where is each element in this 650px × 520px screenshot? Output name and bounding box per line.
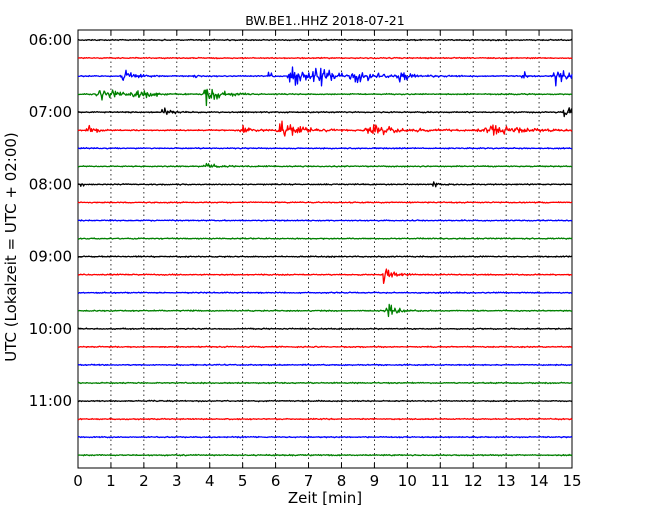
seismogram-trace xyxy=(77,268,573,284)
x-ticks: 0 1 2 3 4 5 6 7 8 9 10 11 12 13 14 15 xyxy=(73,30,582,490)
x-tick-label: 6 xyxy=(271,472,281,490)
y-tick-label: 10:00 xyxy=(29,320,72,338)
x-tick-label: 12 xyxy=(464,472,483,490)
plot-frame xyxy=(77,29,573,469)
chart-title: BW.BE1..HHZ 2018-07-21 xyxy=(245,13,404,28)
x-tick-label: 7 xyxy=(304,472,314,490)
seismogram-trace xyxy=(77,107,573,118)
x-tick-label: 5 xyxy=(238,472,248,490)
seismogram-trace xyxy=(77,327,573,331)
seismogram-trace xyxy=(77,255,573,258)
y-tick-label: 07:00 xyxy=(29,103,72,121)
x-tick-label: 0 xyxy=(73,472,83,490)
seismogram-trace xyxy=(77,201,573,204)
x-tick-label: 13 xyxy=(497,472,516,490)
seismogram-trace xyxy=(77,88,573,107)
seismogram-trace xyxy=(77,453,573,457)
x-tick-label: 14 xyxy=(530,472,549,490)
x-tick-label: 9 xyxy=(370,472,380,490)
x-tick-label: 1 xyxy=(106,472,116,490)
seismogram-trace xyxy=(78,303,573,318)
seismogram-trace xyxy=(77,237,573,240)
traces-group xyxy=(77,38,573,457)
seismogram-trace xyxy=(77,363,573,367)
seismogram-trace xyxy=(77,219,573,222)
grid-lines xyxy=(110,30,540,468)
seismogram-trace xyxy=(77,162,572,168)
x-tick-label: 10 xyxy=(398,472,417,490)
seismogram-trace xyxy=(77,417,573,421)
seismogram-trace xyxy=(77,120,573,137)
y-axis-label: UTC (Lokalzeit = UTC + 02:00) xyxy=(2,132,20,362)
y-tick-label: 06:00 xyxy=(29,31,72,49)
x-tick-label: 8 xyxy=(337,472,347,490)
x-tick-label: 15 xyxy=(562,472,581,490)
x-tick-label: 3 xyxy=(172,472,182,490)
y-ticks: 06:00 07:00 08:00 09:00 10:00 11:00 xyxy=(29,31,572,410)
x-tick-label: 4 xyxy=(205,472,215,490)
y-tick-label: 09:00 xyxy=(29,248,72,266)
y-tick-label: 11:00 xyxy=(29,392,72,410)
seismogram-trace xyxy=(77,435,573,439)
seismogram-trace xyxy=(77,345,573,349)
seismogram-trace xyxy=(77,291,573,295)
seismogram-trace xyxy=(77,38,572,42)
x-axis-label: Zeit [min] xyxy=(288,489,362,507)
y-tick-label: 08:00 xyxy=(29,175,72,193)
x-tick-label: 2 xyxy=(139,472,149,490)
seismogram-trace xyxy=(78,56,573,60)
seismogram-trace xyxy=(77,399,573,403)
seismogram-trace xyxy=(77,146,573,150)
x-tick-label: 11 xyxy=(431,472,450,490)
seismogram-trace xyxy=(77,66,573,87)
seismogram-trace xyxy=(77,381,573,385)
seismogram-trace xyxy=(77,181,573,188)
